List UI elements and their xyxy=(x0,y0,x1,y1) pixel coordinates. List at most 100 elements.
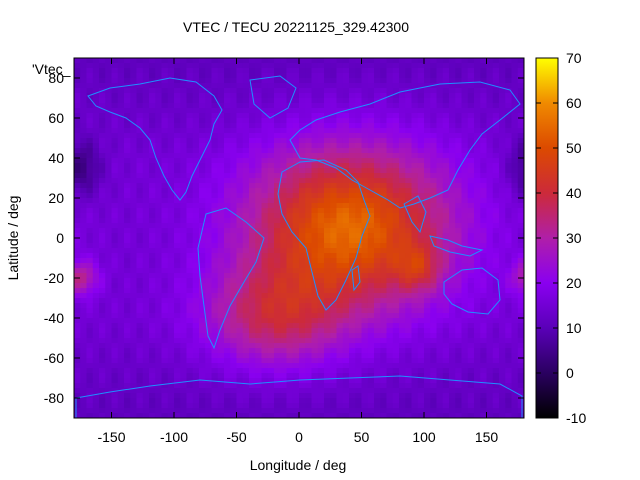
heatmap-cell xyxy=(161,223,169,229)
heatmap-cell xyxy=(174,273,181,279)
heatmap-cell xyxy=(399,368,406,374)
heatmap-cell xyxy=(417,318,425,324)
heatmap-cell xyxy=(405,163,413,169)
heatmap-cell xyxy=(442,83,450,89)
heatmap-cell xyxy=(336,163,344,169)
heatmap-cell xyxy=(467,113,475,119)
heatmap-cell xyxy=(180,93,188,99)
heatmap-cell xyxy=(186,258,194,264)
heatmap-cell xyxy=(192,138,200,144)
heatmap-cell xyxy=(161,278,169,284)
heatmap-cell xyxy=(299,88,306,94)
heatmap-cell xyxy=(199,103,206,109)
heatmap-cell xyxy=(374,58,381,64)
heatmap-cell xyxy=(92,393,100,399)
heatmap-cell xyxy=(105,163,113,169)
heatmap-cell xyxy=(255,108,263,114)
heatmap-cell xyxy=(217,58,225,64)
heatmap-cell xyxy=(336,303,344,309)
heatmap-cell xyxy=(230,358,238,364)
heatmap-cell xyxy=(199,313,206,319)
heatmap-cell xyxy=(392,68,400,74)
heatmap-cell xyxy=(430,333,438,339)
heatmap-cell xyxy=(436,113,444,119)
heatmap-cell xyxy=(399,323,406,329)
heatmap-cell xyxy=(317,198,325,204)
heatmap-cell xyxy=(105,188,113,194)
heatmap-cell xyxy=(417,253,425,259)
heatmap-cell xyxy=(217,253,225,259)
heatmap-cell xyxy=(324,358,331,364)
heatmap-cell xyxy=(117,353,125,359)
heatmap-cell xyxy=(236,248,244,254)
heatmap-cell xyxy=(74,398,81,404)
heatmap-cell xyxy=(105,278,113,284)
heatmap-cell xyxy=(480,128,488,134)
heatmap-cell xyxy=(424,308,431,314)
heatmap-cell xyxy=(305,188,313,194)
heatmap-cell xyxy=(430,128,438,134)
heatmap-cell xyxy=(174,348,181,354)
heatmap-cell xyxy=(211,263,219,269)
heatmap-cell xyxy=(517,178,524,184)
heatmap-cell xyxy=(436,158,444,164)
heatmap-cell xyxy=(292,308,300,314)
heatmap-cell xyxy=(105,133,113,139)
heatmap-cell xyxy=(249,393,256,399)
heatmap-cell xyxy=(355,353,363,359)
heatmap-cell xyxy=(386,318,394,324)
heatmap-cell xyxy=(442,238,450,244)
heatmap-cell xyxy=(117,183,125,189)
heatmap-cell xyxy=(480,288,488,294)
heatmap-cell xyxy=(292,288,300,294)
heatmap-cell xyxy=(405,83,413,89)
heatmap-cell xyxy=(461,258,469,264)
heatmap-cell xyxy=(417,343,425,349)
heatmap-cell xyxy=(205,358,213,364)
heatmap-cell xyxy=(480,113,488,119)
heatmap-cell xyxy=(180,158,188,164)
heatmap-cell xyxy=(299,193,306,199)
heatmap-cell xyxy=(417,293,425,299)
heatmap-cell xyxy=(80,183,88,189)
heatmap-cell xyxy=(74,348,81,354)
heatmap-cell xyxy=(130,398,138,404)
heatmap-cell xyxy=(167,403,175,409)
heatmap-cell xyxy=(499,263,506,269)
heatmap-cell xyxy=(380,273,388,279)
heatmap-cell xyxy=(205,183,213,189)
heatmap-cell xyxy=(417,223,425,229)
heatmap-cell xyxy=(74,178,81,184)
heatmap-cell xyxy=(392,233,400,239)
heatmap-cell xyxy=(174,238,181,244)
heatmap-cell xyxy=(192,283,200,289)
heatmap-cell xyxy=(242,278,250,284)
heatmap-cell xyxy=(205,153,213,159)
heatmap-cell xyxy=(74,343,81,349)
heatmap-cell xyxy=(205,323,213,329)
heatmap-cell xyxy=(124,208,131,214)
heatmap-cell xyxy=(211,88,219,94)
heatmap-cell xyxy=(511,308,519,314)
heatmap-cell xyxy=(474,123,481,129)
heatmap-cell xyxy=(199,248,206,254)
heatmap-cell xyxy=(280,248,288,254)
heatmap-cell xyxy=(505,378,513,384)
heatmap-cell xyxy=(224,163,231,169)
heatmap-cell xyxy=(355,278,363,284)
heatmap-cell xyxy=(130,58,138,64)
heatmap-cell xyxy=(317,353,325,359)
heatmap-cell xyxy=(374,343,381,349)
heatmap-cell xyxy=(480,273,488,279)
heatmap-cell xyxy=(224,313,231,319)
heatmap-cell xyxy=(461,338,469,344)
heatmap-cell xyxy=(192,308,200,314)
heatmap-cell xyxy=(117,303,125,309)
heatmap-cell xyxy=(430,173,438,179)
heatmap-cell xyxy=(142,278,150,284)
heatmap-cell xyxy=(117,253,125,259)
heatmap-cell xyxy=(511,283,519,289)
heatmap-cell xyxy=(124,378,131,384)
heatmap-cell xyxy=(449,138,456,144)
heatmap-cell xyxy=(449,303,456,309)
